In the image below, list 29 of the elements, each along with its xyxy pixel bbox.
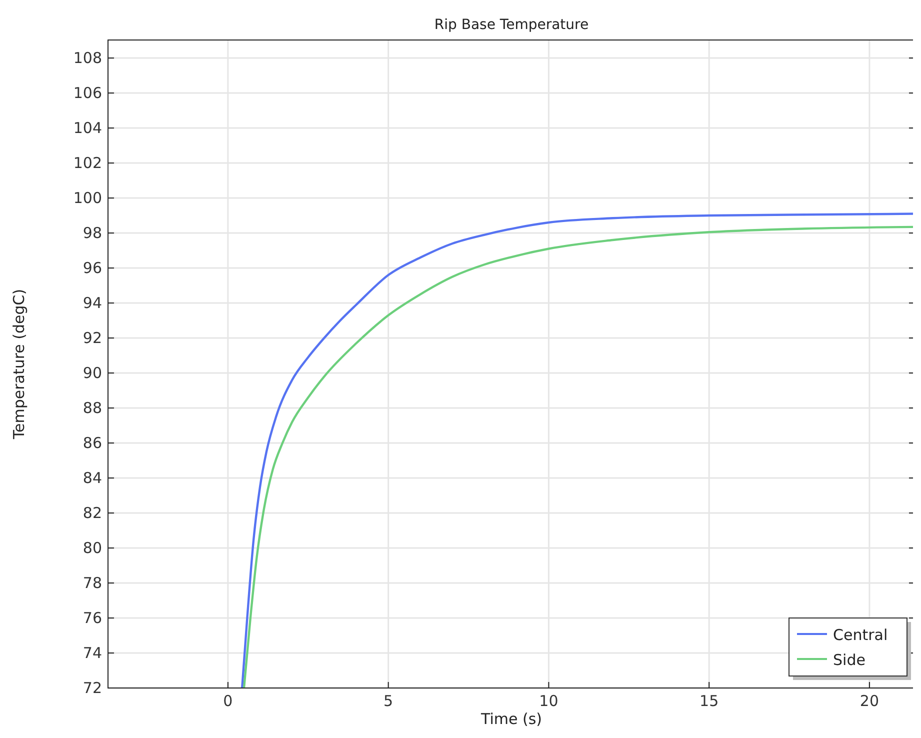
x-tick-label: 10 <box>539 692 558 710</box>
y-tick-label: 88 <box>82 399 102 418</box>
y-axis-title: Temperature (degC) <box>10 288 28 440</box>
y-tick-label: 92 <box>82 329 102 348</box>
y-tick-label: 78 <box>82 574 102 592</box>
y-tick-label: 84 <box>82 469 102 488</box>
chart-title: Rip Base Temperature <box>434 17 589 33</box>
x-tick-label: 0 <box>223 692 233 710</box>
y-tick-label: 80 <box>82 539 102 558</box>
y-tick-label: 104 <box>73 119 102 138</box>
x-axis-title: Time (s) <box>480 710 542 728</box>
x-tick-label: 15 <box>700 692 719 710</box>
y-tick-label: 94 <box>82 294 102 312</box>
y-tick-label: 86 <box>82 434 102 452</box>
y-tick-label: 72 <box>82 679 102 697</box>
y-tick-label: 98 <box>82 224 102 242</box>
x-tick-label: 20 <box>860 692 879 710</box>
y-tick-label: 96 <box>82 259 102 278</box>
y-tick-label: 102 <box>73 154 102 172</box>
x-tick-label: 5 <box>384 692 394 710</box>
y-tick-label: 82 <box>82 504 102 522</box>
y-tick-label: 100 <box>73 189 102 208</box>
y-tick-label: 106 <box>73 84 102 102</box>
legend-label: Central <box>833 626 888 644</box>
legend-label: Side <box>833 651 866 669</box>
y-tick-label: 108 <box>73 49 102 68</box>
y-tick-label: 90 <box>82 364 102 382</box>
y-tick-label: 74 <box>82 644 102 662</box>
y-tick-label: 76 <box>82 609 102 628</box>
